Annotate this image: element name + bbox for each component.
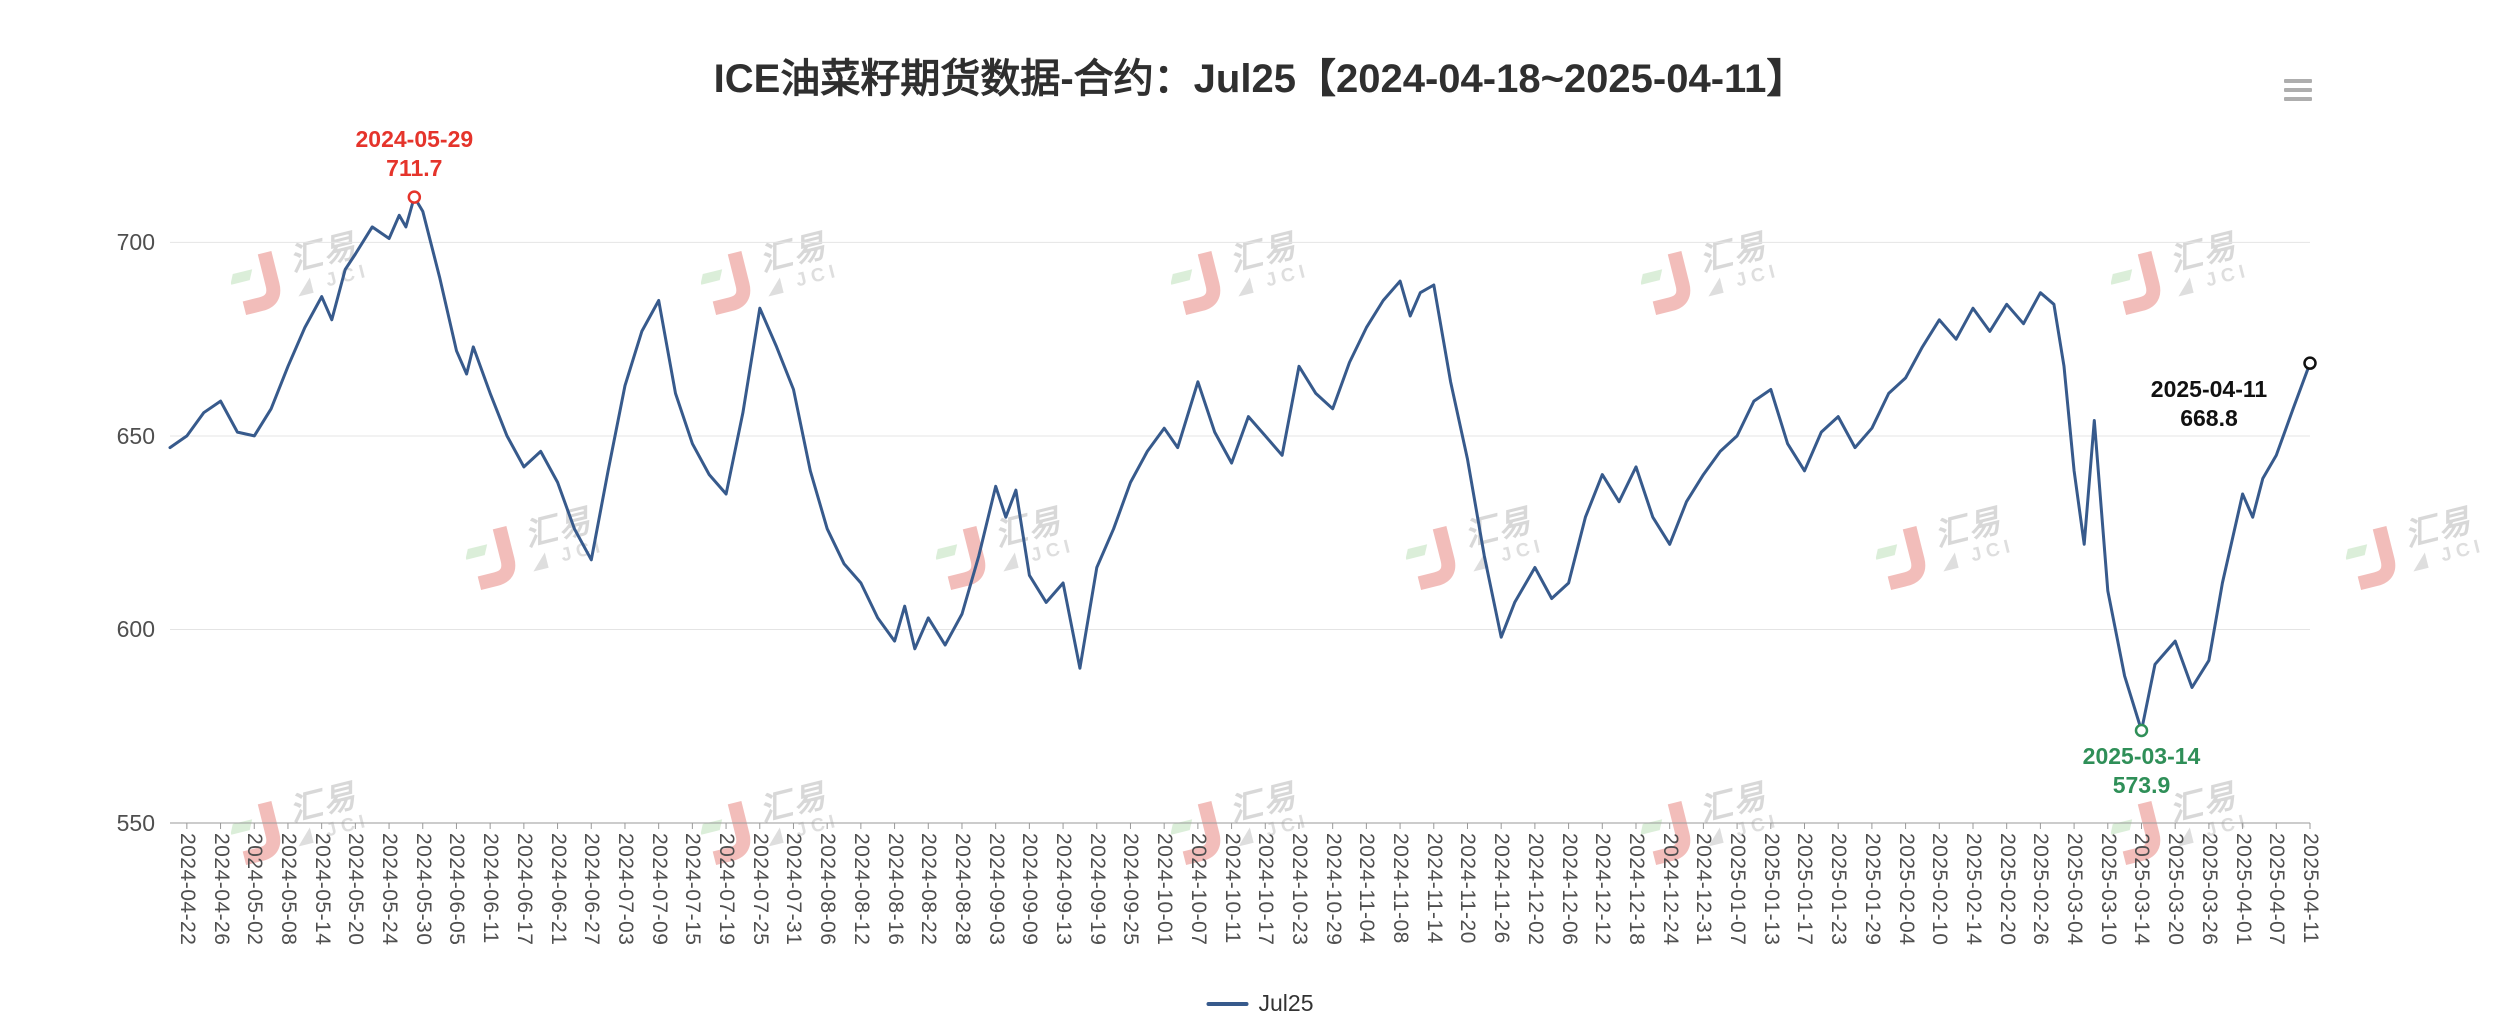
min-label-date: 2025-03-14 [2082,743,2201,770]
max-label-date: 2024-05-29 [355,126,474,153]
min-point-marker [2134,723,2149,738]
min-label-value: 573.9 [2112,772,2171,799]
last-point-label: 2025-04-11 668.8 [2120,375,2298,433]
max-point-label: 2024-05-29 711.7 [304,125,524,183]
legend-line-icon [1206,1001,1249,1006]
min-point-label: 2025-03-14 573.9 [2031,742,2251,800]
last-label-date: 2025-04-11 [2150,376,2268,403]
menu-bar [2284,97,2312,101]
max-label-value: 711.7 [386,155,443,182]
y-axis-label: 700 [116,229,155,256]
y-axis-label: 650 [116,422,155,449]
menu-bar [2284,79,2312,83]
last-point-marker [2303,356,2317,370]
chart-title: ICE油菜籽期货数据-合约：Jul25【2024-04-18~2025-04-1… [713,57,1807,101]
menu-bar [2284,88,2312,92]
max-point-marker [407,190,422,204]
y-axis-label: 600 [116,616,155,643]
y-axis-label: 550 [116,810,155,836]
legend-label: Jul25 [1258,990,1314,1016]
series-line-jul25 [168,195,2312,732]
last-label-value: 668.8 [2180,405,2238,432]
toolbox-menu-icon[interactable] [2284,74,2316,106]
legend-item-jul25[interactable]: Jul25 [1206,990,1314,1017]
